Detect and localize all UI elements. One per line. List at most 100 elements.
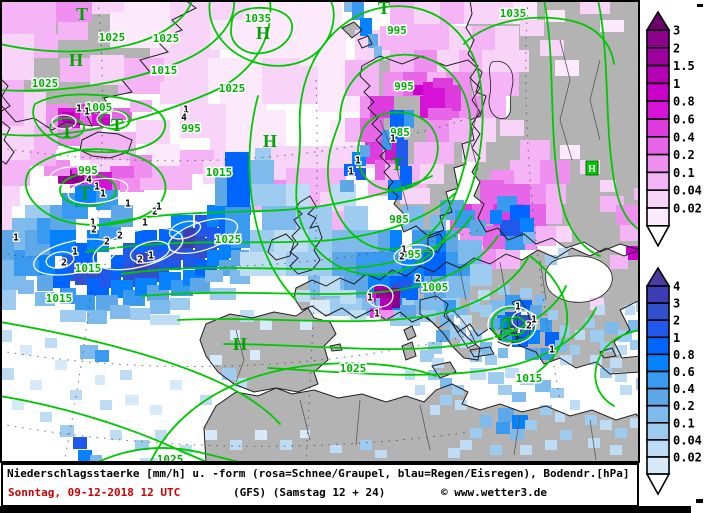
intensity-label: 4 <box>181 113 187 124</box>
scale-tick-label: 0.1 <box>673 416 695 430</box>
scale-cell <box>646 285 670 304</box>
scale-cell <box>646 82 670 103</box>
scale-arrow-bottom <box>645 225 671 248</box>
intensity-label: 1 <box>100 189 106 200</box>
intensity-label: 2 <box>399 252 405 263</box>
scale-cell <box>646 421 670 441</box>
intensity-label: 1 <box>348 167 354 178</box>
scale-cell <box>646 189 670 209</box>
graticule-layer <box>2 2 561 461</box>
intensity-label: 1 <box>183 105 189 116</box>
scale-cell <box>646 118 670 138</box>
caption-box: Niederschlagsstaerke [mm/h] u. -form (ro… <box>1 463 639 507</box>
pressure-label: 1025 <box>157 453 184 463</box>
legend-scales: 3 2 1.5 1 0.8 0.6 0.4 0.2 0.1 0.04 0.02 4 3 2 1 0.8 0.6 0… <box>645 10 702 496</box>
scale-cell <box>646 207 670 227</box>
scale-cell <box>646 302 670 322</box>
intensity-label: 1 <box>76 104 82 115</box>
scale-tick-label: 0.4 <box>673 382 695 396</box>
pressure-label: 985 <box>390 126 410 139</box>
pressure-label: 1005 <box>86 101 113 114</box>
intensity-label: 1 <box>549 345 555 356</box>
intensity-label: 1 <box>515 302 521 313</box>
scale-tick-label: 3 <box>673 297 680 311</box>
scale-cell <box>646 153 670 174</box>
scale-cell <box>646 439 670 458</box>
scale-tick-label: 0.6 <box>673 365 695 379</box>
high-center-icon: H <box>263 131 277 151</box>
pressure-label: 1015 <box>516 372 543 385</box>
scale-tick-label: 3 <box>673 24 680 38</box>
pressure-label: 1015 <box>46 292 73 305</box>
scale-cell <box>646 336 670 356</box>
intensity-label: 2 <box>61 258 67 269</box>
weather-map: 1035 1035 1025 1025 1025 1025 1015 1005 995 995 99… <box>0 0 640 463</box>
pressure-label: 1035 <box>500 7 527 20</box>
intensity-label: 1 <box>531 315 537 326</box>
intensity-label: 2 <box>152 207 158 218</box>
map-border <box>0 0 640 463</box>
pressure-label: 995 <box>401 248 421 261</box>
pressure-label: 995 <box>78 164 98 177</box>
scale-cell <box>646 64 670 85</box>
low-center-icon: T <box>391 154 403 174</box>
pressure-label: 995 <box>387 24 407 37</box>
high-center-icon: H <box>256 23 270 43</box>
pressure-label: 1015 <box>151 64 178 77</box>
pressure-label: 1015 <box>75 262 102 275</box>
scale-arrow-top <box>645 10 671 31</box>
intensity-label: 1 <box>148 251 154 262</box>
intensity-label: 1 <box>374 309 380 320</box>
pressure-label: 985 <box>389 213 409 226</box>
intensity-label: 1 <box>390 134 396 145</box>
scale-tick-label: 2 <box>673 41 680 55</box>
isobar-layer <box>2 2 638 461</box>
high-center-icon: H <box>69 50 83 70</box>
intensity-label: 2 <box>117 231 123 242</box>
pressure-label: 1025 <box>215 233 242 246</box>
low-center-icon: T <box>79 183 91 203</box>
high-center-icon: H <box>588 164 596 175</box>
scale-tick-label: 0.02 <box>673 202 702 216</box>
scale-tick-label: 0.02 <box>673 451 702 465</box>
intensity-label: 4 <box>86 175 92 186</box>
pressure-label: 1015 <box>206 166 233 179</box>
scale-cell <box>646 136 670 156</box>
edge-tick-top <box>697 4 703 7</box>
pressure-label: 1025 <box>32 77 59 90</box>
scale-tick-label: 0.2 <box>673 399 695 413</box>
intensity-label: 1 <box>367 293 373 304</box>
intensity-label: 1 <box>125 199 131 210</box>
intensity-label: 1 <box>84 107 90 118</box>
low-center-icon: T <box>111 115 123 135</box>
caption-line2: Sonntag, 09-12-2018 12 UTC (GFS) (Samsta… <box>3 486 633 504</box>
intensity-label: 1 <box>72 247 78 258</box>
pressure-label: 995 <box>181 122 201 135</box>
scale-cell <box>646 387 670 407</box>
intensity-label: 2 <box>91 225 97 236</box>
caption-title: Niederschlagsstaerke [mm/h] u. -form (ro… <box>7 467 630 480</box>
scale-cell <box>646 100 670 120</box>
scale-tick-label: 2 <box>673 314 680 328</box>
pressure-label: 1025 <box>219 82 246 95</box>
intensity-label: 1 <box>355 156 361 167</box>
intensity-label: 1 <box>142 218 148 229</box>
pressure-label: 1025 <box>340 362 367 375</box>
low-center-icon: T <box>378 0 390 18</box>
scale-cell <box>646 370 670 390</box>
pressure-label: 995 <box>394 80 414 93</box>
intensity-label: 2 <box>526 321 532 332</box>
pressure-label: 1025 <box>153 32 180 45</box>
high-center-icon: H <box>233 334 247 354</box>
caption-model-run: (GFS) (Samstag 12 + 24) <box>233 486 386 499</box>
caption-datetime: Sonntag, 09-12-2018 12 UTC <box>8 486 181 499</box>
scale-tick-label: 1 <box>673 331 680 345</box>
scale-arrow-bottom <box>645 473 671 496</box>
scale-tick-label: 0.6 <box>673 113 695 127</box>
scale-tick-label: 0.04 <box>673 433 702 447</box>
scale-tick-label: 0.8 <box>673 348 695 362</box>
scale-cell <box>646 353 670 373</box>
intensity-label: 1 <box>94 182 100 193</box>
scale-cell <box>646 319 670 339</box>
